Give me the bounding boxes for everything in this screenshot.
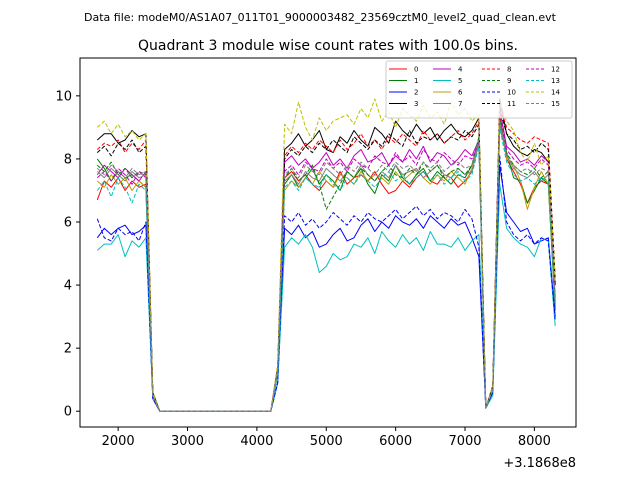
y-tick-label: 4 [64,279,72,294]
x-tick-label: 7000 [448,434,481,449]
series-line-15 [96,120,556,412]
legend-label-10: 10 [507,89,516,97]
x-tick-label: 2000 [102,434,135,449]
chart-suptitle: Data file: modeM0/AS1A07_011T01_90000034… [84,11,557,24]
series-line-12 [96,111,556,412]
y-tick-label: 6 [64,216,72,231]
y-tick-label: 10 [55,89,72,104]
y-axis-ticks: 0 2 4 6 8 10 [55,89,80,420]
y-tick-label: 2 [64,342,72,357]
legend-label-6: 6 [458,89,463,97]
legend-label-9: 9 [507,77,511,85]
y-tick-label: 0 [64,405,72,420]
legend-label-15: 15 [551,100,560,108]
x-axis-ticks: 2000 3000 4000 5000 6000 7000 8000 [102,427,551,449]
legend-label-2: 2 [414,89,418,97]
legend-box [385,60,573,119]
legend-label-8: 8 [507,66,511,74]
legend-label-3: 3 [414,100,418,108]
x-tick-label: 6000 [379,434,412,449]
legend-label-7: 7 [458,100,462,108]
legend-label-1: 1 [414,77,418,85]
y-tick-label: 8 [64,152,72,167]
x-tick-label: 8000 [518,434,551,449]
x-tick-label: 4000 [240,434,273,449]
legend-label-12: 12 [551,66,560,74]
x-tick-label: 5000 [310,434,343,449]
legend-label-5: 5 [458,77,462,85]
legend-label-11: 11 [507,100,516,108]
x-axis-offset-label: +3.1868e8 [503,456,576,471]
x-tick-label: 3000 [171,434,204,449]
legend-label-0: 0 [414,66,418,74]
series-layer [96,98,556,412]
chart-title: Quadrant 3 module wise count rates with … [138,38,518,54]
legend-label-4: 4 [458,66,463,74]
plot-frame [79,57,577,428]
legend-label-13: 13 [551,77,560,85]
legend-label-14: 14 [551,89,560,97]
